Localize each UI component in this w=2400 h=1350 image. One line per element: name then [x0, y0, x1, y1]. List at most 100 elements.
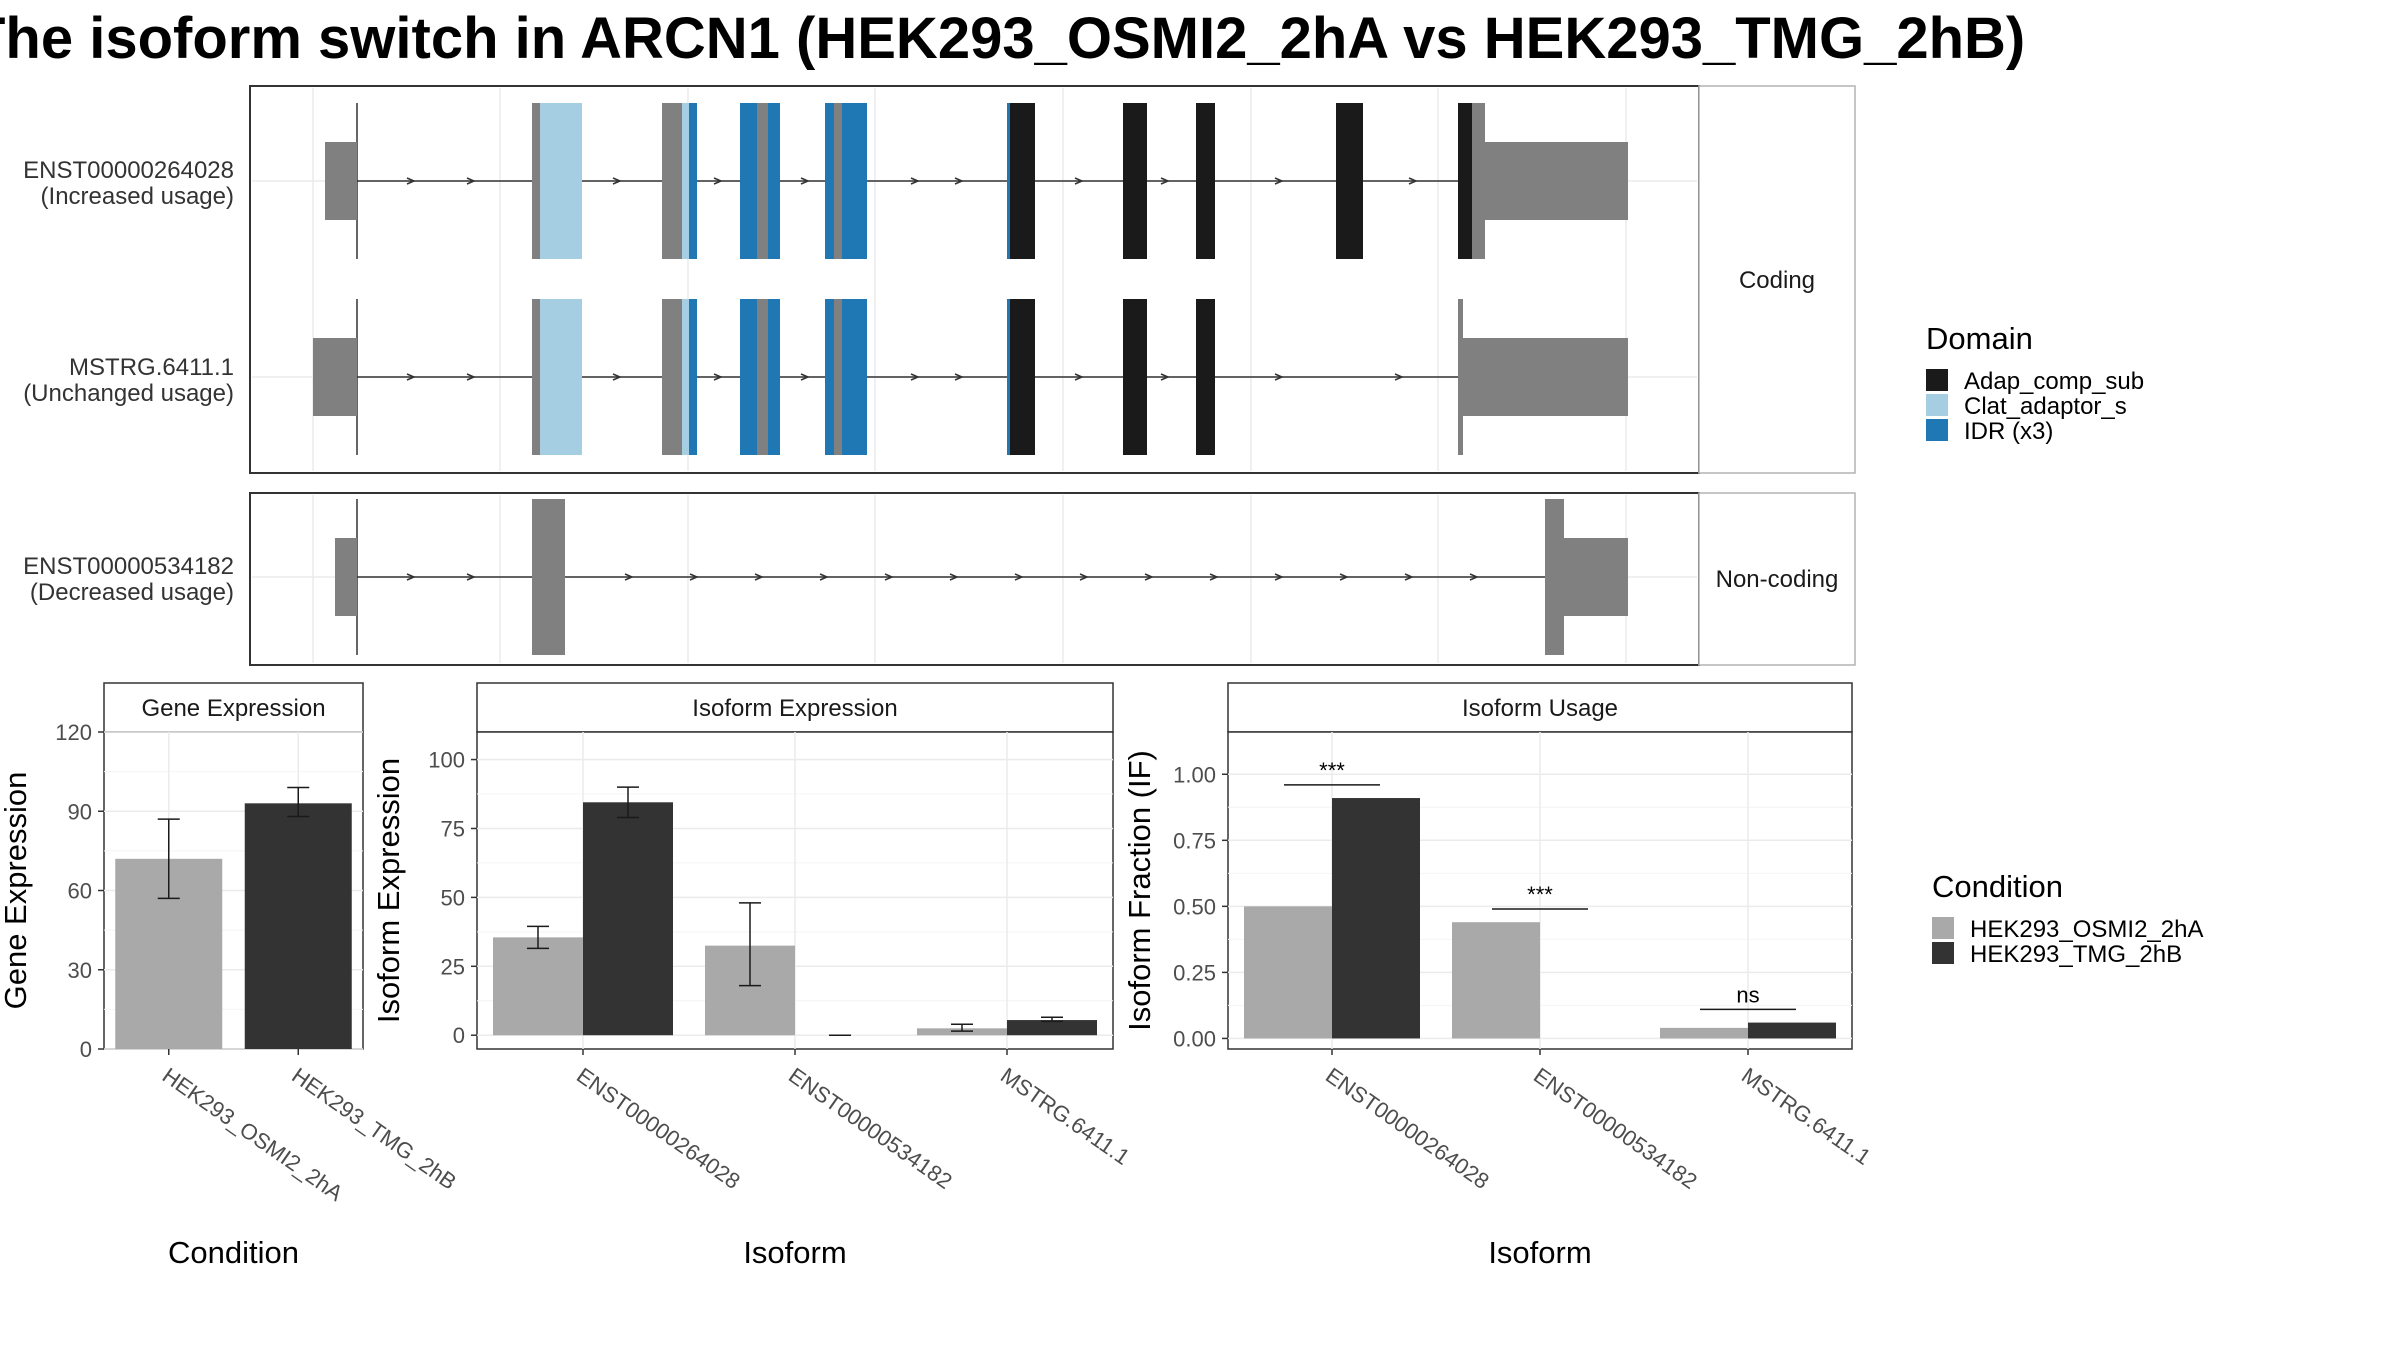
noncoding-strip-label: Non-coding — [1716, 566, 1839, 593]
panel-strip-title: Isoform Expression — [692, 695, 897, 722]
transcript-labels: ENST00000264028 (Increased usage) MSTRG.… — [23, 157, 234, 606]
strand-arrow — [1160, 177, 1170, 185]
coding-strip-label: Coding — [1739, 267, 1815, 294]
legend-key-idr — [1926, 419, 1948, 441]
strand-arrow — [1408, 177, 1418, 185]
strand-arrow — [466, 373, 476, 381]
utr-exon — [1478, 142, 1628, 220]
transcript-MSTRG.6411.1 — [313, 299, 1628, 455]
noncoding-panel-background — [249, 492, 1700, 666]
panel-strip — [476, 682, 1114, 733]
strand-arrow — [406, 373, 416, 381]
isoform-expression-chart: Isoform Expression 0 25 50 75 100 ENST00000264… — [371, 682, 1134, 1270]
strand-arrow — [1274, 573, 1284, 581]
strand-arrow — [1274, 177, 1284, 185]
exon-domain — [1007, 103, 1035, 259]
strand-arrow — [466, 573, 476, 581]
strand-arrow — [910, 373, 920, 381]
exon-domain — [532, 103, 582, 259]
y-tick-label: 0.50 — [1173, 894, 1216, 919]
utr-exon — [335, 538, 357, 616]
y-tick-label: 100 — [428, 748, 465, 773]
exon-domain-part — [689, 103, 697, 259]
strand-arrow — [954, 177, 964, 185]
bar — [244, 803, 352, 1049]
strand-arrow — [954, 373, 964, 381]
y-tick-label: 0.75 — [1173, 828, 1216, 853]
x-axis-title: Isoform — [743, 1235, 846, 1270]
strand-arrow — [819, 573, 829, 581]
transcript-1-usage: (Unchanged usage) — [23, 380, 234, 407]
exon-domain-part — [1007, 299, 1010, 455]
x-axis-title: Condition — [168, 1235, 299, 1270]
exon-utr-part — [757, 299, 768, 455]
strand-arrow — [1339, 573, 1349, 581]
y-tick-label: 75 — [441, 816, 465, 841]
strand-arrow — [1014, 573, 1024, 581]
y-tick-label: 120 — [55, 720, 92, 745]
legend-label-tmg: HEK293_TMG_2hB — [1970, 941, 2182, 968]
x-tick-label: ENST00000534182 — [784, 1063, 957, 1194]
domain-legend: Domain Adap_comp_sub Clat_adaptor_s IDR … — [1926, 321, 2144, 445]
bar — [1660, 1027, 1748, 1039]
legend-key-osmi2 — [1932, 917, 1954, 939]
exon-domain — [1123, 299, 1147, 455]
strand-arrow — [1209, 573, 1219, 581]
y-axis-title: Gene Expression — [0, 772, 33, 1010]
strand-arrow — [1079, 573, 1089, 581]
y-tick-label: 50 — [441, 885, 465, 910]
exon-domain — [1336, 103, 1363, 259]
y-tick-label: 0.00 — [1173, 1026, 1216, 1051]
bar — [1332, 798, 1420, 1039]
significance-label: *** — [1527, 882, 1553, 907]
y-tick-label: 25 — [441, 954, 465, 979]
strand-arrow — [800, 177, 810, 185]
panel-strip-title: Gene Expression — [141, 695, 325, 722]
coding-panel: Coding — [249, 85, 1856, 474]
significance-label: *** — [1319, 758, 1345, 783]
exon-domain — [1196, 299, 1215, 455]
transcript-1-name: MSTRG.6411.1 — [69, 354, 234, 381]
bar — [1244, 906, 1332, 1039]
legend-key-clat-adaptor-s — [1926, 394, 1948, 416]
strand-arrow — [949, 573, 959, 581]
exon-utr-part — [834, 103, 842, 259]
strand-arrow — [406, 177, 416, 185]
exon-domain-part — [1007, 103, 1010, 259]
strand-arrow — [1074, 373, 1084, 381]
legend-label-idr: IDR (x3) — [1964, 418, 2053, 445]
x-tick-label: ENST00000534182 — [1529, 1063, 1702, 1194]
exon-utr-part — [662, 103, 682, 259]
exon-utr-part — [834, 299, 842, 455]
y-tick-label: 30 — [68, 958, 92, 983]
strand-arrow — [1274, 373, 1284, 381]
y-axis-title: Isoform Expression — [371, 758, 406, 1023]
domain-legend-title: Domain — [1926, 321, 2033, 356]
panel-strip-title: Isoform Usage — [1462, 695, 1618, 722]
exon-domain — [1007, 299, 1035, 455]
x-tick-label: MSTRG.6411.1 — [996, 1063, 1134, 1170]
y-axis-title: Isoform Fraction (IF) — [1122, 750, 1157, 1031]
noncoding-panel: Non-coding — [249, 492, 1856, 666]
strand-arrow — [884, 573, 894, 581]
significance-label: ns — [1736, 982, 1759, 1007]
coding-strip-box — [1698, 85, 1856, 474]
x-tick-label: ENST00000264028 — [1321, 1063, 1494, 1194]
strand-arrow — [800, 373, 810, 381]
strand-arrow — [754, 573, 764, 581]
y-tick-label: 0 — [453, 1023, 465, 1048]
exon-utr-part — [662, 299, 682, 455]
coding-panel-background — [249, 85, 1700, 474]
panel-strip — [1227, 682, 1853, 733]
strand-arrow — [466, 177, 476, 185]
x-tick-label: MSTRG.6411.1 — [1737, 1063, 1875, 1170]
utr-exon — [1463, 338, 1628, 416]
y-tick-label: 0 — [80, 1037, 92, 1062]
utr-exon — [1458, 299, 1463, 455]
transcript-2-name: ENST00000534182 — [23, 553, 234, 580]
transcript-0-name: ENST00000264028 — [23, 157, 234, 184]
noncoding-exon — [1564, 538, 1628, 616]
utr-exon — [325, 142, 357, 220]
strand-arrow — [406, 573, 416, 581]
strand-arrow — [624, 573, 634, 581]
